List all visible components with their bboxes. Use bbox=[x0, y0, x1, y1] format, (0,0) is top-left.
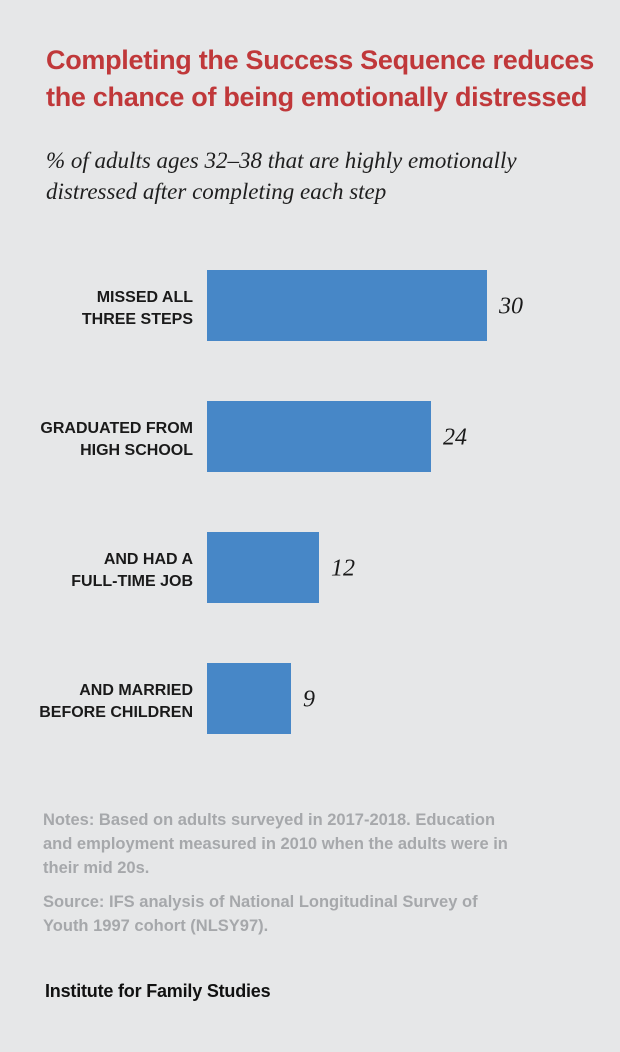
category-label-line: FULL-TIME JOB bbox=[71, 573, 193, 590]
source-line: Youth 1997 cohort (NLSY97). bbox=[43, 917, 269, 935]
category-label-line: GRADUATED FROM bbox=[40, 420, 193, 437]
bar-0 bbox=[207, 270, 487, 341]
category-label-line: MISSED ALL bbox=[97, 289, 194, 306]
chart-notes: Notes: Based on adults surveyed in 2017-… bbox=[43, 808, 563, 938]
bar-chart: 30 MISSED ALL THREE STEPS 24 GRADUATED FROM H… bbox=[39, 270, 523, 734]
notes-line: Notes: Based on adults surveyed in 2017-… bbox=[43, 811, 496, 829]
category-label: GRADUATED FROM HIGH SCHOOL bbox=[40, 420, 193, 459]
source-line: Source: IFS analysis of National Longitu… bbox=[43, 893, 478, 911]
notes-text: Notes: Based on adults surveyed in 2017-… bbox=[43, 808, 563, 880]
source-text: Source: IFS analysis of National Longitu… bbox=[43, 890, 563, 938]
category-label-line: THREE STEPS bbox=[82, 311, 193, 328]
category-label: AND MARRIED BEFORE CHILDREN bbox=[39, 682, 193, 721]
notes-line: their mid 20s. bbox=[43, 859, 150, 877]
bar-value-label: 30 bbox=[498, 294, 523, 320]
bar-3 bbox=[207, 663, 291, 734]
category-label-line: BEFORE CHILDREN bbox=[39, 704, 193, 721]
chart-subtitle-line: distressed after completing each step bbox=[46, 179, 387, 204]
bar-value-label: 12 bbox=[331, 556, 355, 582]
brand-name: Institute for Family Studies bbox=[45, 981, 271, 1001]
chart-title: Completing the Success Sequence reduces … bbox=[46, 42, 606, 116]
category-label-line: HIGH SCHOOL bbox=[80, 442, 193, 459]
category-label: MISSED ALL THREE STEPS bbox=[82, 289, 193, 328]
chart-subtitle-line: % of adults ages 32–38 that are highly e… bbox=[46, 148, 517, 173]
bar-value-label: 24 bbox=[443, 425, 467, 451]
category-label-line: AND MARRIED bbox=[79, 682, 193, 699]
bar-1 bbox=[207, 401, 431, 472]
category-label-line: AND HAD A bbox=[104, 551, 194, 568]
category-label: AND HAD A FULL-TIME JOB bbox=[71, 551, 193, 590]
chart-title-line: the chance of being emotionally distress… bbox=[46, 82, 588, 112]
notes-line: and employment measured in 2010 when the… bbox=[43, 835, 508, 853]
bar-value-label: 9 bbox=[303, 687, 315, 713]
chart-subtitle: % of adults ages 32–38 that are highly e… bbox=[46, 145, 606, 207]
bar-2 bbox=[207, 532, 319, 603]
chart-title-line: Completing the Success Sequence reduces bbox=[46, 45, 594, 75]
